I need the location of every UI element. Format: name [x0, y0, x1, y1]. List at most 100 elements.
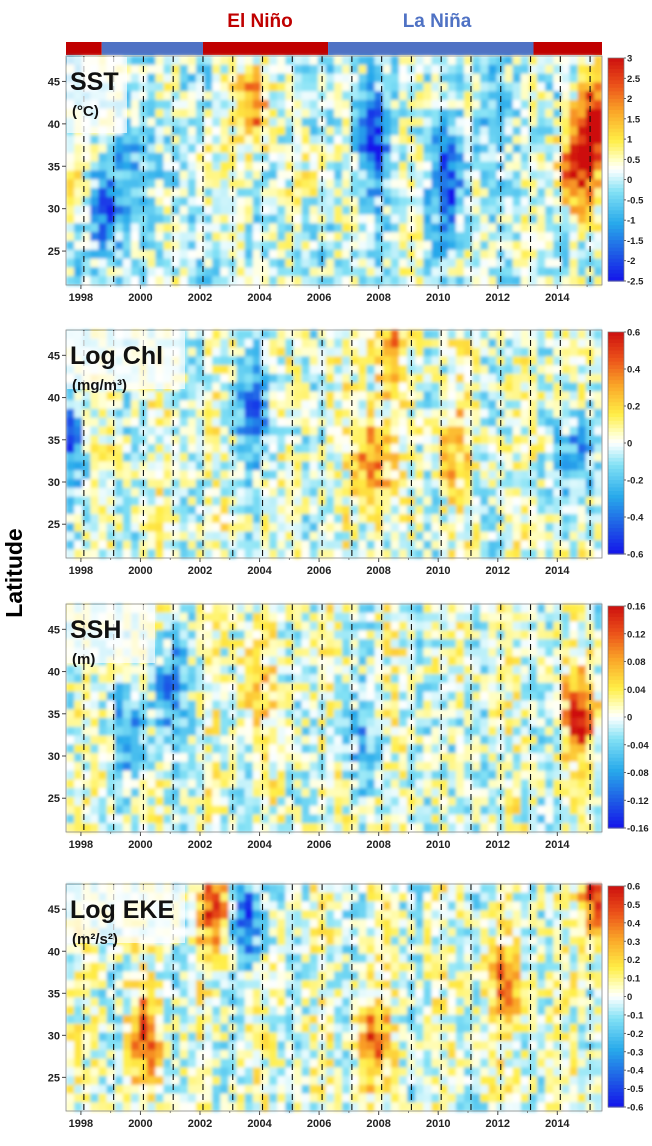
- heatmap-cell: [504, 223, 514, 233]
- heatmap-cell: [593, 267, 603, 277]
- heatmap-cell: [366, 373, 376, 384]
- heatmap-cell: [520, 479, 530, 489]
- heatmap-cell: [561, 330, 571, 340]
- heatmap-cell: [155, 735, 165, 745]
- heatmap-cell: [325, 126, 335, 136]
- heatmap-cell: [269, 365, 278, 375]
- heatmap-cell: [171, 196, 181, 207]
- heatmap-cell: [179, 691, 189, 702]
- heatmap-cell: [179, 214, 189, 224]
- heatmap-cell: [212, 522, 221, 533]
- heatmap-cell: [179, 108, 189, 119]
- heatmap-cell: [269, 726, 278, 737]
- heatmap-cell: [431, 621, 441, 631]
- heatmap-cell: [325, 630, 335, 640]
- heatmap-cell: [82, 779, 91, 789]
- heatmap-cell: [106, 400, 116, 410]
- heatmap-cell: [528, 117, 538, 128]
- heatmap-cell: [358, 549, 368, 559]
- heatmap-cell: [228, 522, 238, 533]
- heatmap-cell: [358, 382, 368, 392]
- heatmap-cell: [431, 604, 441, 614]
- heatmap-cell: [350, 91, 359, 101]
- heatmap-cell: [593, 223, 603, 233]
- heatmap-cell: [520, 152, 530, 163]
- heatmap-cell: [358, 514, 368, 524]
- heatmap-cell: [155, 718, 165, 728]
- heatmap-cell: [342, 267, 351, 277]
- heatmap-cell: [114, 674, 124, 684]
- heatmap-cell: [366, 656, 376, 666]
- heatmap-cell: [593, 347, 603, 357]
- heatmap-cell: [171, 417, 181, 428]
- heatmap-cell: [358, 161, 368, 172]
- heatmap-cell: [90, 188, 100, 198]
- heatmap-cell: [553, 179, 562, 189]
- heatmap-cell: [520, 161, 530, 172]
- heatmap-cell: [82, 805, 91, 816]
- heatmap-cell: [228, 656, 238, 666]
- heatmap-cell: [90, 744, 100, 754]
- heatmap-cell: [252, 823, 262, 833]
- heatmap-cell: [325, 258, 335, 268]
- heatmap-cell: [212, 753, 221, 763]
- heatmap-cell: [179, 496, 189, 506]
- heatmap-cell: [431, 726, 441, 737]
- heatmap-cell: [212, 56, 221, 66]
- heatmap-cell: [204, 258, 213, 268]
- heatmap-cell: [382, 665, 392, 675]
- heatmap-cell: [504, 365, 514, 375]
- heatmap-cell: [171, 64, 181, 75]
- heatmap-cell: [431, 788, 441, 798]
- heatmap-cell: [472, 435, 481, 445]
- heatmap-cell: [415, 665, 424, 675]
- heatmap-cell: [366, 796, 376, 807]
- heatmap-cell: [236, 196, 246, 207]
- heatmap-cell: [293, 691, 303, 702]
- heatmap-cell: [82, 531, 91, 542]
- heatmap-cell: [334, 540, 343, 550]
- heatmap-cell: [204, 788, 213, 798]
- heatmap-cell: [342, 744, 351, 754]
- heatmap-cell: [171, 540, 181, 550]
- heatmap-cell: [366, 267, 376, 277]
- heatmap-cell: [171, 249, 181, 260]
- heatmap-cell: [374, 365, 384, 375]
- heatmap-cell: [301, 73, 311, 84]
- heatmap-cell: [244, 700, 254, 710]
- heatmap-cell: [285, 240, 294, 251]
- heatmap-cell: [528, 170, 538, 180]
- heatmap-cell: [301, 612, 311, 623]
- heatmap-cell: [463, 338, 473, 349]
- heatmap-cell: [285, 444, 294, 454]
- heatmap-cell: [236, 391, 246, 401]
- heatmap-cell: [358, 665, 368, 675]
- heatmap-cell: [334, 744, 343, 754]
- heatmap-cell: [90, 726, 100, 737]
- heatmap-cell: [537, 117, 546, 128]
- heatmap-cell: [398, 621, 408, 631]
- colorbar-segment: [608, 184, 624, 189]
- heatmap-cell: [374, 461, 384, 471]
- heatmap-cell: [358, 452, 368, 463]
- heatmap-cell: [74, 691, 83, 702]
- heatmap-cell: [545, 73, 554, 84]
- heatmap-cell: [463, 461, 473, 471]
- heatmap-cell: [163, 621, 173, 631]
- heatmap-cell: [187, 144, 197, 154]
- heatmap-cell: [488, 356, 498, 366]
- heatmap-cell: [204, 267, 213, 277]
- heatmap-cell: [374, 726, 384, 737]
- heatmap-cell: [187, 126, 197, 136]
- heatmap-cell: [252, 665, 262, 675]
- heatmap-cell: [66, 170, 75, 180]
- heatmap-cell: [309, 612, 319, 623]
- heatmap-cell: [204, 540, 213, 550]
- heatmap-cell: [106, 796, 116, 807]
- heatmap-cell: [204, 64, 213, 75]
- heatmap-cell: [220, 391, 230, 401]
- heatmap-cell: [66, 479, 75, 489]
- heatmap-cell: [74, 205, 83, 216]
- heatmap-cell: [171, 170, 181, 180]
- heatmap-cell: [488, 373, 498, 384]
